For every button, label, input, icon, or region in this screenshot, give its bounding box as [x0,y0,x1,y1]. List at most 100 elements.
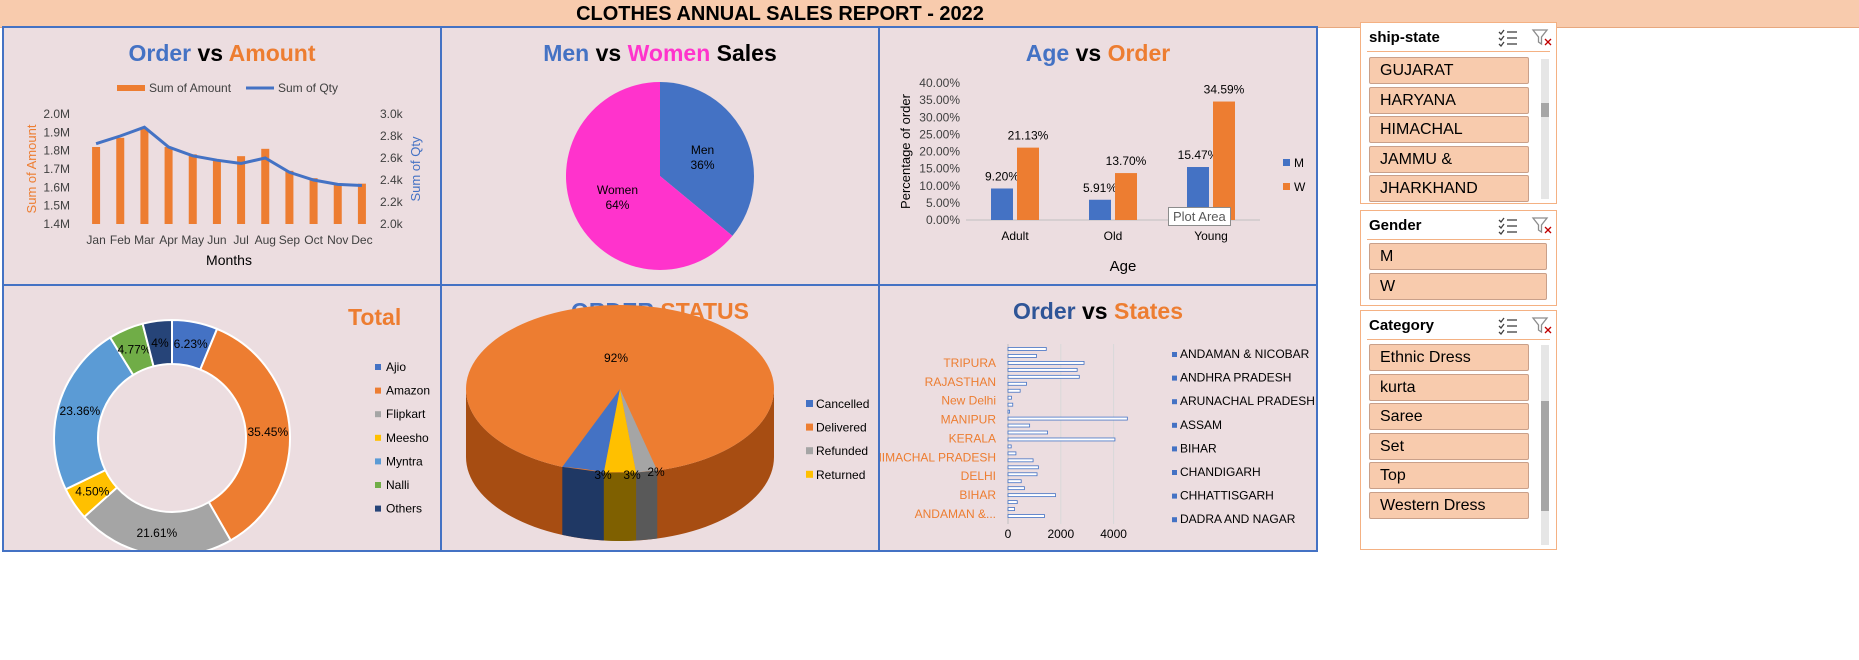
slicer-item[interactable]: HIMACHAL PRADESH [1369,116,1529,163]
bar-amount [285,170,294,224]
order-vs-amount-chart[interactable]: Order vs Amount Sum of Amount Sum of Qty 1… [2,26,442,286]
y2-tick-label: 2.0k [380,217,404,231]
legend-swatch [1172,517,1177,523]
legend-swatch [1172,422,1177,428]
slicer-item[interactable]: W [1369,273,1547,300]
data-label: 15.47% [1178,148,1219,162]
slicer-item[interactable]: GUJARAT [1369,57,1529,84]
legend-swatch [806,447,813,455]
state-bar [1007,347,1047,351]
legend-swatch [1172,352,1177,357]
legend-label: Flipkart [386,407,426,421]
pie-side-delivered [466,389,774,541]
age-vs-order-chart[interactable]: Age vs Order 0.00% 5.00% 10.00% 15.00% 20.00… [878,26,1318,286]
slicer-item[interactable]: M [1369,243,1547,270]
y-tick-label: 1.5M [43,199,70,213]
total-donut-chart[interactable]: Total 6.23% Ajio 35.45% Amazon 21.61% Flipkar… [2,284,442,552]
state-bar [1007,472,1038,477]
y-tick-label: 0.00% [926,213,960,227]
slicer-item[interactable]: JAMMU & KASHMIR [1369,145,1529,193]
state-bar [1007,430,1048,435]
slice-value-label: 36% [691,158,715,172]
slicer-header: ship-state [1369,29,1440,46]
slicer-item[interactable]: Western Dress [1369,492,1529,519]
y2-tick-label: 2.2k [380,195,404,209]
slice-value-label: 21.61% [136,526,177,540]
x-tick-label: Young [1194,229,1228,243]
data-label: 21.13% [1008,129,1049,143]
legend-label: Refunded [816,444,868,458]
slicer-item[interactable]: HARYANA [1369,86,1529,114]
x-tick-label: Adult [1001,229,1029,243]
slicer-item[interactable]: Saree [1369,403,1529,431]
report-title-bar: CLOTHES ANNUAL SALES REPORT - 2022 [0,0,1859,28]
y-tick-label: ANDAMAN &... [915,507,996,521]
bar-amount [212,159,221,224]
state-bar [1007,451,1017,456]
multi-select-icon[interactable] [1497,27,1519,47]
legend-label: BIHAR [1180,441,1217,455]
y-tick-label: 30.00% [919,110,960,124]
legend-label: DADRA AND NAGAR [1180,512,1296,526]
multi-select-icon[interactable] [1497,315,1519,335]
x-axis-label: Age [1110,258,1137,275]
state-bar [1007,514,1045,518]
legend-swatch [1172,446,1177,452]
clear-filter-icon[interactable] [1531,27,1553,47]
category-slicer[interactable]: Category Ethnic Dress kurta Saree Set Top Wes… [1360,310,1557,550]
order-status-chart[interactable]: ORDER STATUS 92%3%3%2%CancelledDelivered… [440,284,880,552]
age-bar-plot: 0.00% 5.00% 10.00% 15.00% 20.00% 25.00% 30.00%… [898,76,1306,275]
slicer-scrollbar[interactable] [1541,345,1549,545]
bar-amount [237,156,246,224]
slicer-item[interactable]: Set [1369,432,1529,460]
legend-label: Others [386,502,422,516]
legend-swatch [1172,375,1177,381]
state-bar [1007,381,1027,386]
state-bar [1007,493,1056,498]
slice-value-label: 3% [623,468,641,482]
pie-slice-returned [603,389,637,473]
x-tick-label: 4000 [1100,527,1127,541]
slice-value-label: 6.23% [174,337,208,351]
state-bar [1007,500,1018,504]
data-label: 34.59% [1204,83,1245,97]
slicer-item[interactable]: Top [1369,462,1529,490]
bar-amount [116,137,125,224]
slice-value-label: 3% [594,468,612,482]
chart-title: Age vs Order [1025,40,1171,66]
x-tick-label: Feb [110,233,131,247]
y-tick-label: 40.00% [919,76,960,90]
slicer-item[interactable]: JHARKHAND [1369,175,1529,203]
legend-label: ANDAMAN & NICOBAR [1180,347,1310,361]
data-label: 13.70% [1106,154,1147,168]
slice-value-label: 2% [647,465,665,479]
slice-value-label: 4% [151,336,169,350]
legend-label: ANDHRA PRADESH [1180,371,1291,385]
data-label: 9.20% [985,169,1019,183]
y-tick-label: RAJASTHAN [925,375,996,389]
men-vs-women-chart[interactable]: Men vs Women Sales Men 36% Women 64% [440,26,880,286]
legend-label: Cancelled [816,397,869,411]
state-bar [1007,395,1012,400]
multi-select-icon[interactable] [1497,215,1519,235]
slicer-item[interactable]: kurta [1369,373,1529,401]
clear-filter-icon[interactable] [1531,215,1553,235]
legend-label: Meesho [386,431,429,445]
legend-swatch [806,400,813,407]
legend-label: ARUNACHAL PRADESH [1180,394,1315,408]
x-axis-label: Months [206,252,252,268]
slicer-item[interactable]: Ethnic Dress [1369,344,1529,371]
y-tick-label: 10.00% [919,179,960,193]
legend-swatch [375,434,381,441]
pie-slice-refunded [620,389,658,473]
y-tick-label: 25.00% [919,127,960,141]
pie-side-cancelled [562,466,604,541]
slicer-scrollbar[interactable] [1541,59,1549,199]
state-bar [1007,374,1080,379]
clear-filter-icon[interactable] [1531,315,1553,335]
y-tick-label: MANIPUR [941,413,997,427]
order-vs-states-chart[interactable]: Order vs States ANDAMAN &... BIHAR DELHI HI… [878,284,1318,552]
x-tick-label: Jun [207,233,226,247]
